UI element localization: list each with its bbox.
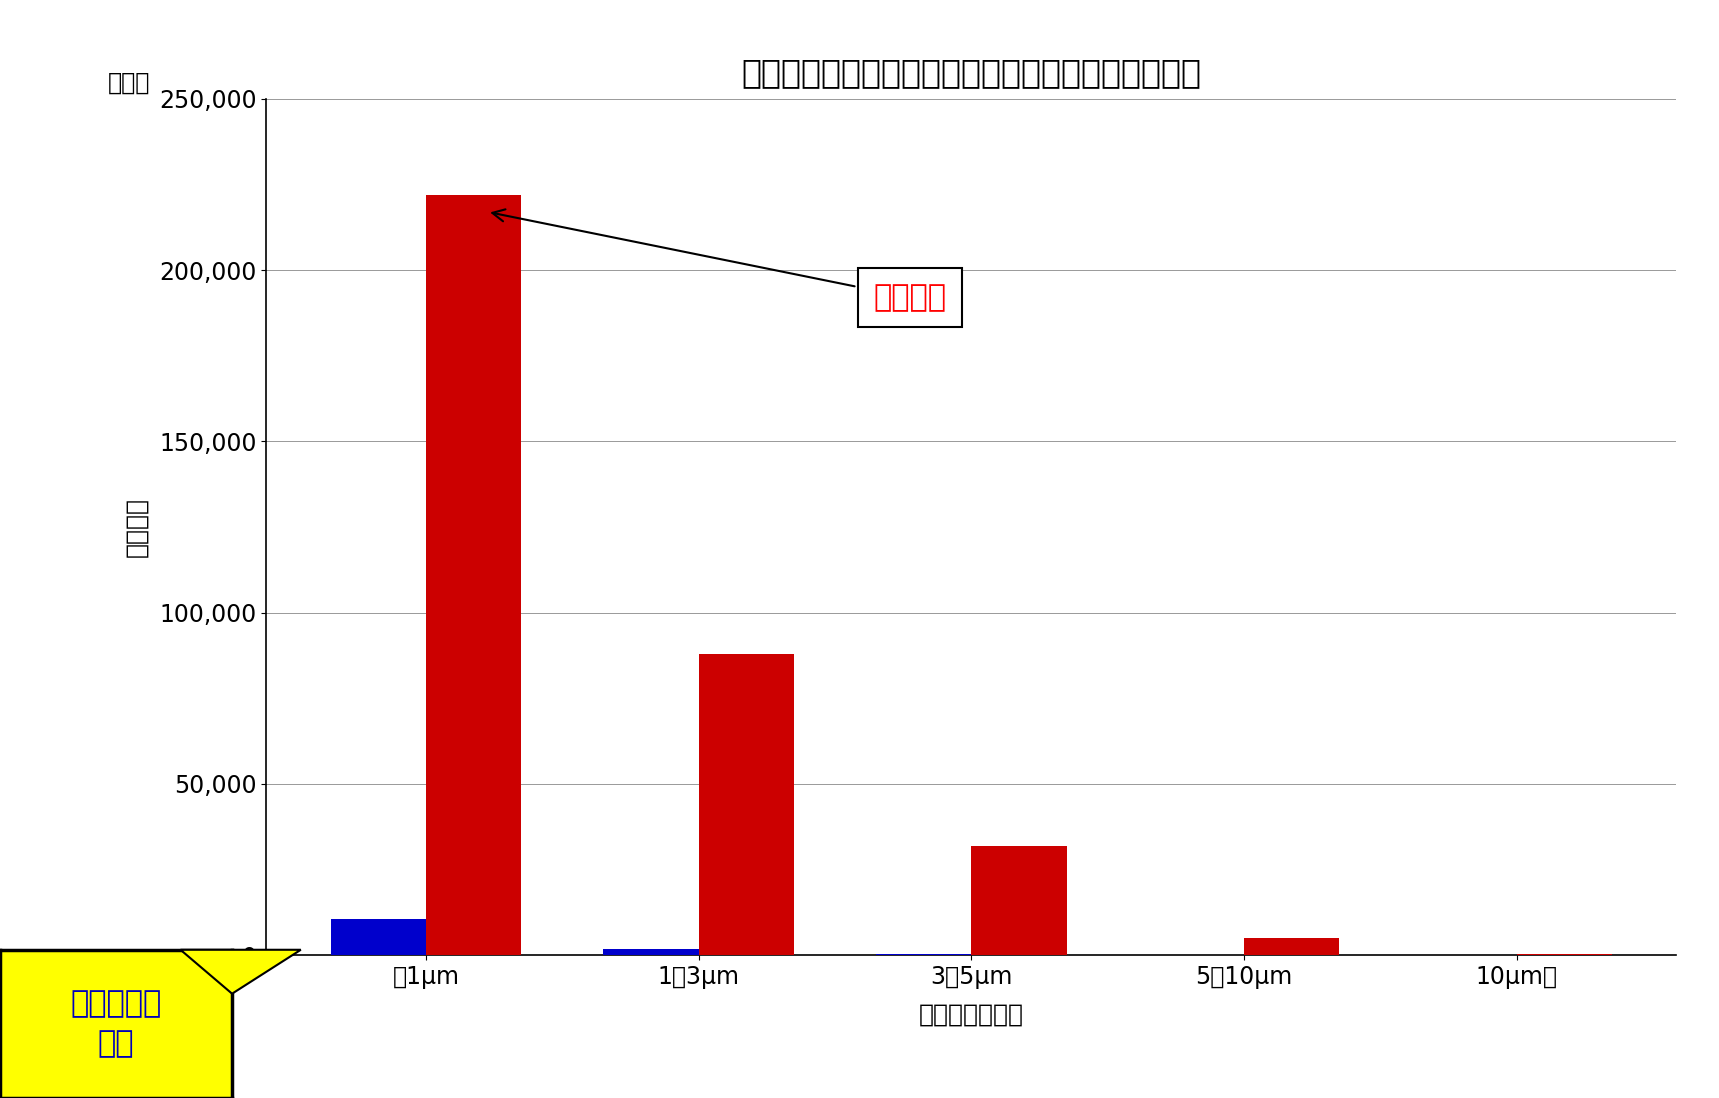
Bar — [603, 949, 698, 955]
Text: セラミック
基板: セラミック 基板 — [70, 989, 162, 1058]
Text: 有機基板: 有機基板 — [492, 210, 947, 312]
X-axis label: ダストの大きさ: ダストの大きさ — [918, 1002, 1025, 1027]
Text: （個）: （個） — [108, 70, 150, 94]
Bar — [330, 919, 426, 955]
Title: ダスト比較データ（水中パーティクルカウンター）: ダスト比較データ（水中パーティクルカウンター） — [741, 56, 1202, 89]
Bar — [971, 845, 1067, 955]
Bar — [875, 954, 971, 955]
Y-axis label: ダスト数: ダスト数 — [124, 497, 148, 557]
Bar — [1516, 954, 1612, 955]
Bar — [426, 194, 521, 955]
Bar — [698, 653, 794, 955]
Bar — [1245, 938, 1339, 955]
